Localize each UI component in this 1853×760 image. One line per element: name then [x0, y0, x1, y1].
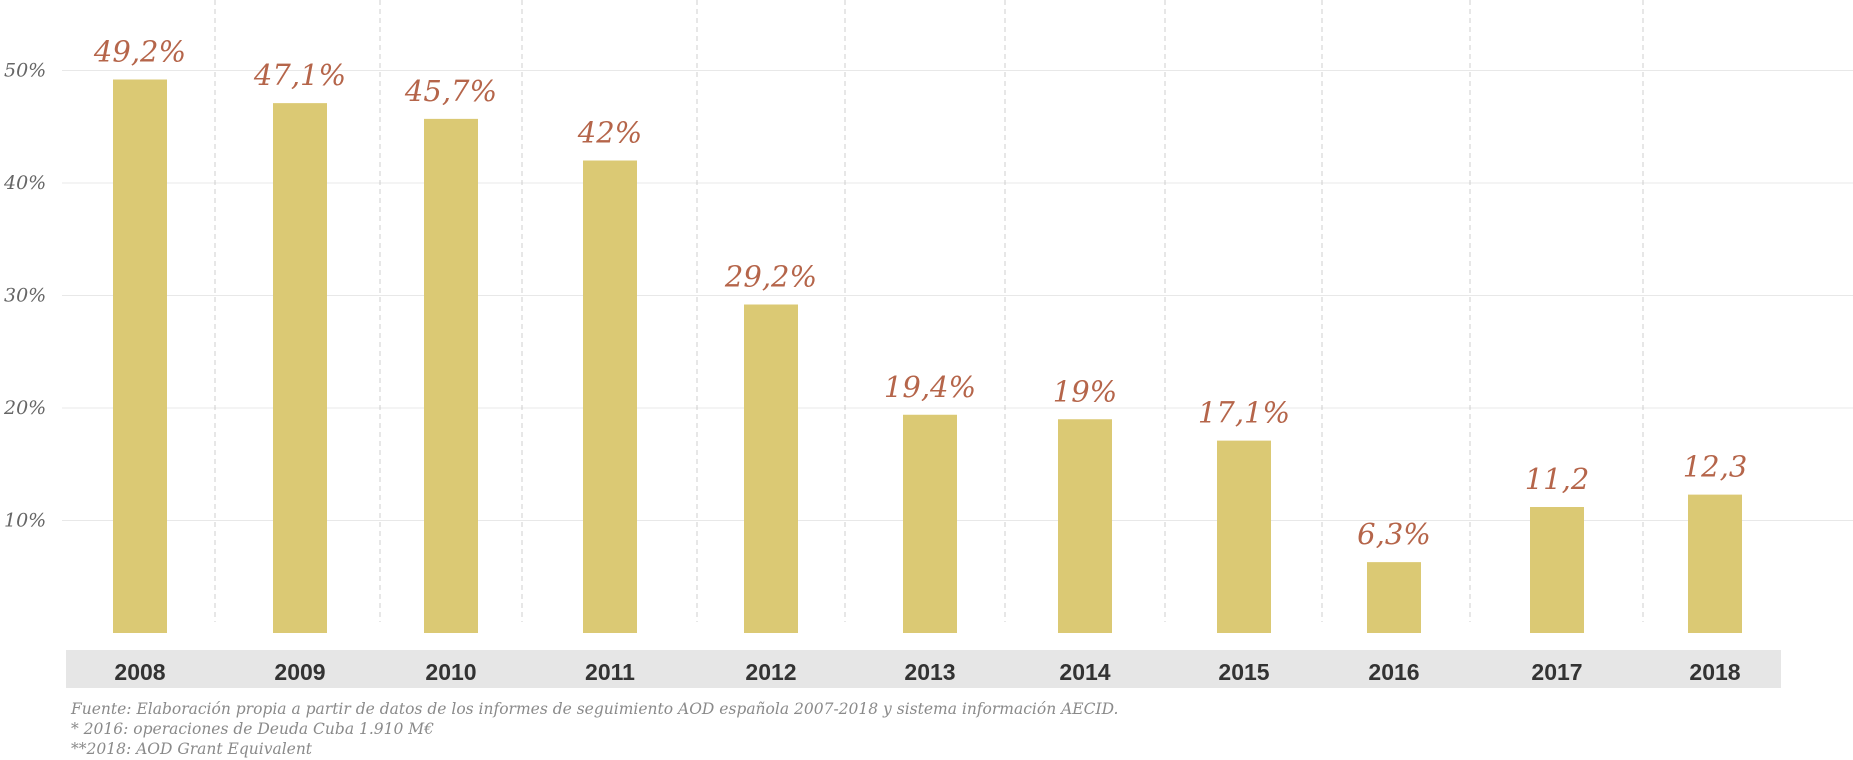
value-label-2017: 11,2 — [1525, 462, 1590, 496]
value-label-2012: 29,2% — [724, 260, 817, 294]
value-label-2010: 45,7% — [404, 74, 497, 108]
x-tick-label-2013: 2013 — [904, 659, 955, 685]
y-tick-label: 10% — [4, 510, 46, 532]
y-tick-label: 40% — [3, 172, 46, 194]
bar-2014 — [1058, 419, 1112, 633]
x-tick-label-2017: 2017 — [1531, 659, 1582, 685]
bar-2016 — [1367, 562, 1421, 633]
note-2018: **2018: AOD Grant Equivalent — [71, 740, 313, 758]
chart-notes: Fuente: Elaboración propia a partir de d… — [71, 699, 1118, 759]
y-tick-label: 30% — [4, 285, 46, 307]
value-label-2013: 19,4% — [884, 370, 976, 404]
bar-2011 — [583, 160, 637, 633]
value-label-2014: 19% — [1053, 374, 1117, 408]
x-tick-label-2008: 2008 — [114, 659, 165, 685]
source-note: Fuente: Elaboración propia a partir de d… — [71, 700, 1119, 718]
value-label-2015: 17,1% — [1198, 396, 1290, 430]
bar-2008 — [113, 79, 167, 633]
y-tick-label: 20% — [3, 397, 46, 419]
x-tick-label-2011: 2011 — [585, 659, 635, 685]
x-tick-label-2018: 2018 — [1689, 659, 1740, 685]
value-label-2018: 12,3 — [1683, 450, 1748, 484]
value-label-2011: 42% — [577, 116, 642, 150]
x-tick-label-2016: 2016 — [1368, 659, 1419, 685]
bar-2013 — [903, 414, 957, 633]
value-label-2008: 49,2% — [93, 35, 186, 69]
x-tick-label-2010: 2010 — [425, 659, 476, 685]
bar-2015 — [1217, 440, 1271, 633]
value-label-2016: 6,3% — [1357, 517, 1431, 551]
x-axis-band — [66, 650, 1781, 688]
bar-2010 — [424, 118, 478, 633]
bar-2012 — [744, 304, 798, 633]
note-2016: * 2016: operaciones de Deuda Cuba 1.910 … — [71, 720, 435, 738]
x-tick-label-2012: 2012 — [745, 659, 796, 685]
x-tick-label-2014: 2014 — [1059, 659, 1110, 685]
bar-2017 — [1530, 507, 1584, 633]
bar-2009 — [273, 103, 327, 633]
value-label-2009: 47,1% — [253, 58, 346, 92]
x-tick-label-2015: 2015 — [1218, 659, 1269, 685]
y-tick-label: 50% — [4, 60, 46, 82]
bar-2018 — [1688, 494, 1742, 633]
x-tick-label-2009: 2009 — [274, 659, 325, 685]
